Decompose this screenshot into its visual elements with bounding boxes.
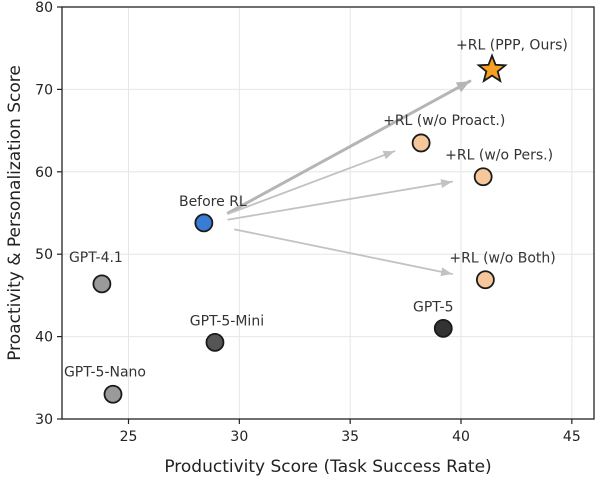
point-label: GPT-5-Mini xyxy=(190,313,264,329)
point-label: GPT-5 xyxy=(413,299,454,315)
data-point xyxy=(205,332,225,352)
y-tick-label: 60 xyxy=(35,165,53,181)
arrowhead xyxy=(440,179,453,188)
data-point xyxy=(103,384,123,404)
y-tick-label: 50 xyxy=(35,247,53,263)
y-tick-label: 40 xyxy=(35,330,53,346)
point-labels: GPT-4.1 GPT-5-Nano GPT-5-Mini GPT-5 Before R… xyxy=(64,38,568,381)
arrow xyxy=(227,150,396,215)
arrows xyxy=(226,79,472,277)
arrowhead xyxy=(382,150,395,160)
axis-ticks: 25 30 35 40 45 30 40 50 60 70 80 xyxy=(35,0,581,445)
x-tick-label: 30 xyxy=(230,429,248,445)
y-axis-label: Proactivity & Personalization Score xyxy=(5,65,25,361)
x-axis-label: Productivity Score (Task Success Rate) xyxy=(164,457,491,477)
data-point xyxy=(433,318,453,338)
point-label: GPT-5-Nano xyxy=(64,364,146,380)
grid xyxy=(62,6,594,420)
point-label: +RL (w/o Proact.) xyxy=(383,113,505,129)
y-tick-label: 80 xyxy=(35,0,53,16)
data-point-star xyxy=(476,53,508,83)
point-label: Before RL xyxy=(179,194,247,210)
data-point xyxy=(475,270,495,290)
arrow xyxy=(226,79,472,215)
data-point xyxy=(194,213,214,233)
x-tick-label: 40 xyxy=(452,429,470,445)
data-point xyxy=(92,274,112,294)
point-label: +RL (w/o Both) xyxy=(449,251,555,267)
data-point xyxy=(411,133,431,153)
x-tick-label: 45 xyxy=(563,429,581,445)
y-tick-label: 30 xyxy=(35,412,53,428)
point-label: GPT-4.1 xyxy=(69,250,123,266)
x-tick-label: 35 xyxy=(341,429,359,445)
y-tick-label: 70 xyxy=(35,82,53,98)
x-tick-label: 25 xyxy=(120,429,138,445)
data-point xyxy=(473,167,493,187)
point-label: +RL (PPP, Ours) xyxy=(456,38,568,54)
arrowhead xyxy=(440,267,453,277)
arrowhead xyxy=(455,81,470,93)
point-label: +RL (w/o Pers.) xyxy=(445,148,553,164)
data-points xyxy=(92,53,508,404)
plot-frame xyxy=(61,6,595,420)
arrow xyxy=(227,179,454,221)
arrow xyxy=(233,228,454,277)
